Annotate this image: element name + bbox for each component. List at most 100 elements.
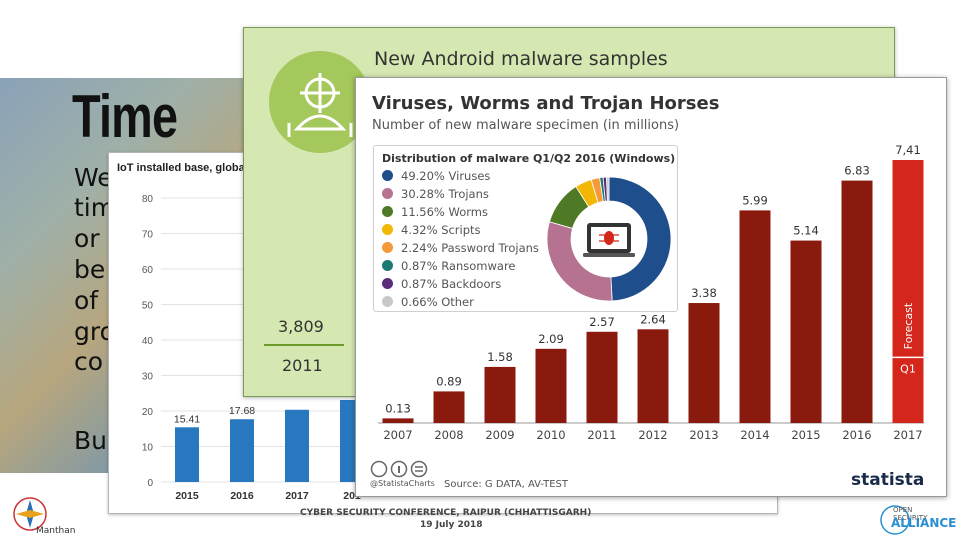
statista-value-label: 2.57 [589, 315, 615, 329]
iot-bar [285, 409, 309, 482]
open-security-alliance-logo: OPEN SECURITY ALLIANCE [877, 503, 956, 537]
iot-chart-title: IoT installed base, globa [117, 162, 245, 174]
statista-value-label: 0.13 [385, 401, 411, 415]
statista-value-label: 2.09 [538, 332, 564, 346]
pie-legend-swatch [382, 206, 393, 217]
pie-legend-item: 4.32% Scripts [382, 222, 481, 239]
pie-legend-item: 0.87% Ransomware [382, 258, 516, 275]
pie-legend-swatch [382, 296, 393, 307]
statista-bar [739, 210, 771, 423]
iot-y-tick-label: 50 [142, 301, 154, 312]
alliance-logo-text-top: OPEN SECURITY [893, 506, 928, 522]
pie-legend-label: 30.28% Trojans [401, 187, 489, 201]
statista-value-label: 7,41 [895, 143, 921, 157]
statista-bar [841, 180, 873, 423]
pie-legend-label: 49.20% Viruses [401, 169, 491, 183]
slide-text-line: be [74, 255, 106, 284]
pie-legend-item: 30.28% Trojans [382, 186, 489, 203]
statista-value-label: 3.38 [691, 286, 717, 300]
pie-legend-item: 49.20% Viruses [382, 168, 490, 185]
statista-bar [586, 331, 618, 423]
pie-legend-swatch [382, 278, 393, 289]
slide-title: Time [72, 83, 178, 150]
slide-text-line: or [74, 224, 100, 253]
bug-laptop-icon [583, 223, 635, 257]
statista-x-tick-label: 2009 [485, 428, 514, 442]
android-robot-target-icon [269, 51, 371, 153]
statista-bar [433, 391, 465, 423]
pie-legend-swatch [382, 170, 393, 181]
source-text: Source: G DATA, AV-TEST [444, 479, 568, 490]
statista-q1-label: Q1 [900, 362, 916, 375]
statista-x-tick-label: 2010 [536, 428, 565, 442]
statista-value-label: 2.64 [640, 312, 666, 326]
statista-forecast-bar [892, 160, 924, 423]
pie-legend-box: Distribution of malware Q1/Q2 2016 (Wind… [373, 145, 678, 312]
malware-donut-chart [546, 176, 672, 302]
iot-x-tick-label: 2016 [230, 490, 254, 502]
iot-x-tick-label: 2015 [175, 490, 199, 502]
statista-value-label: 0.89 [436, 374, 462, 388]
pie-slice [606, 176, 610, 202]
statista-bar [637, 329, 669, 423]
manthan-logo-icon [13, 497, 47, 531]
iot-value-label: 15.41 [174, 413, 200, 425]
pie-legend-label: 0.87% Ransomware [401, 259, 516, 273]
iot-y-tick-label: 70 [142, 230, 154, 241]
statista-x-tick-label: 2016 [842, 428, 871, 442]
slide-bottom-text: Bu [74, 426, 107, 455]
statista-x-tick-label: 2015 [791, 428, 820, 442]
pie-legend-label: 0.87% Backdoors [401, 277, 502, 291]
conference-date: 19 July 2018 [420, 520, 483, 530]
statista-value-label: 1.58 [487, 350, 513, 364]
iot-y-tick-label: 80 [142, 194, 154, 205]
statista-bar [790, 240, 822, 423]
statista-x-tick-label: 2017 [893, 428, 922, 442]
statista-bar [382, 418, 414, 423]
manthan-logo-text: Manthan [36, 526, 76, 536]
slide-text-line: of [74, 286, 99, 315]
pie-legend-label: 0.66% Other [401, 295, 474, 309]
statista-x-tick-label: 2008 [434, 428, 463, 442]
iot-y-tick-label: 60 [142, 265, 154, 276]
android-year-label: 2011 [282, 356, 323, 375]
statista-chart-title: Viruses, Worms and Trojan Horses [372, 93, 720, 114]
pie-legend-swatch [382, 224, 393, 235]
creative-commons-icon [370, 460, 428, 478]
alliance-logo-text-main: ALLIANCE [891, 516, 957, 530]
pie-legend-label: 2.24% Password Trojans [401, 241, 539, 255]
statista-x-tick-label: 2007 [383, 428, 412, 442]
pie-legend-swatch [382, 260, 393, 271]
iot-value-label: 17.68 [229, 405, 255, 417]
slide-text-line: We [74, 163, 113, 192]
pie-legend-label: 11.56% Worms [401, 205, 488, 219]
statista-chart-plot: 0.13 2007 0.89 2008 1.58 2009 2.09 2010 2.57 2011… [378, 143, 924, 442]
statista-value-label: 5.99 [742, 193, 768, 207]
iot-y-tick-label: 40 [142, 336, 154, 347]
statista-logo: statista [851, 470, 925, 490]
iot-y-tick-label: 0 [147, 478, 153, 489]
pie-legend-swatch [382, 242, 393, 253]
iot-bar [230, 419, 254, 482]
pie-legend-title: Distribution of malware Q1/Q2 2016 (Wind… [382, 152, 676, 165]
statista-bar [484, 366, 516, 423]
statista-forecast-label: Forecast [902, 302, 915, 349]
statista-x-tick-label: 2013 [689, 428, 718, 442]
conference-name: CYBER SECURITY CONFERENCE, RAIPUR (CHHAT… [300, 508, 592, 518]
pie-legend-item: 11.56% Worms [382, 204, 488, 221]
iot-y-tick-label: 10 [142, 443, 154, 454]
android-value-label: 3,809 [278, 317, 324, 336]
pie-legend-item: 0.87% Backdoors [382, 276, 501, 293]
statista-footer: @StatistaCharts Source: G DATA, AV-TEST … [356, 454, 946, 496]
android-bar-line [264, 344, 344, 346]
pie-slice [608, 176, 672, 302]
statista-x-tick-label: 2014 [740, 428, 769, 442]
android-chart-title: New Android malware samples [374, 48, 668, 70]
pie-legend-label: 4.32% Scripts [401, 223, 481, 237]
iot-x-tick-label: 2017 [285, 490, 309, 502]
statista-bar [535, 348, 567, 423]
statista-bar [688, 303, 720, 423]
statista-x-tick-label: 2011 [587, 428, 616, 442]
pie-legend-item: 2.24% Password Trojans [382, 240, 539, 257]
statista-x-tick-label: 2012 [638, 428, 667, 442]
